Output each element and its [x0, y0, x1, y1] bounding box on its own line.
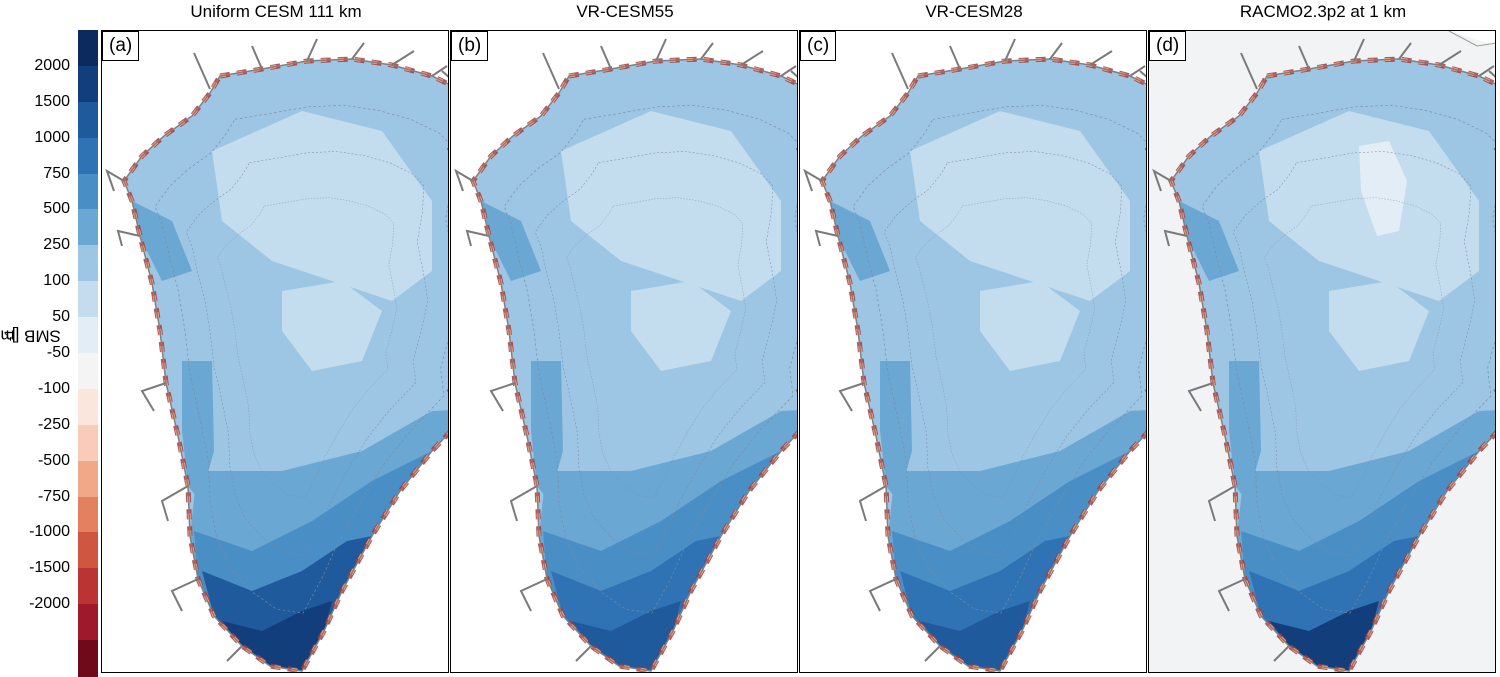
coastline [821, 58, 1146, 672]
colorbar-block [78, 604, 98, 641]
model-domain-edge [1448, 31, 1495, 47]
colorbar-block [78, 532, 98, 569]
colorbar-tick-label: 1000 [34, 128, 70, 146]
panel-letter-d: (d) [1149, 31, 1187, 61]
elevation-contour [1264, 197, 1444, 498]
smb-region [880, 361, 912, 501]
elevation-contour [185, 151, 429, 556]
panel-title-d: RACMO2.3p2 at 1 km [1239, 2, 1407, 21]
smb-region [531, 361, 563, 501]
map-panel-c: (c) [799, 30, 1147, 673]
map-panel-b: (b) [450, 30, 798, 673]
coastline-fjords [803, 38, 1146, 662]
elevation-contour [154, 104, 448, 614]
colorbar-block [78, 101, 98, 139]
colorbar-block [78, 209, 98, 246]
smb-region [282, 281, 382, 371]
elevation-contour [915, 197, 1095, 498]
elevation-contour [852, 104, 1146, 614]
colorbar-tick-label: -500 [37, 451, 70, 469]
colorbar-tick-label: -750 [37, 487, 70, 505]
colorbar [78, 30, 98, 677]
colorbar-tick-label: -1500 [29, 559, 70, 577]
smb-region [561, 111, 781, 301]
coastline-fjords [1152, 38, 1495, 662]
smb-region [132, 201, 192, 281]
panel-letter-a: (a) [102, 31, 140, 61]
elevation-contour [1232, 151, 1476, 556]
ice-sheet-smb-field [124, 59, 448, 671]
ice-sheet-smb-field [822, 59, 1146, 671]
colorbar-block [78, 640, 98, 677]
colorbar-block [78, 460, 98, 498]
smb-region [910, 111, 1130, 301]
colorbar-block [78, 30, 98, 67]
colorbar-tick-label: 750 [43, 164, 70, 182]
colorbar-tick-label: -100 [37, 379, 70, 397]
smb-region [182, 361, 214, 501]
colorbar-block [78, 424, 98, 462]
greenland-map [803, 38, 1146, 672]
panel-title-a: Uniform CESM 111 km [190, 2, 362, 21]
colorbar-block [78, 353, 98, 390]
smb-region [980, 281, 1080, 371]
colorbar-block [78, 65, 98, 103]
coastline-fjords [105, 38, 448, 662]
colorbar-tick-label: 2000 [34, 56, 70, 74]
greenland-map [1149, 31, 1495, 672]
smb-region [1359, 141, 1407, 236]
smb-region [631, 281, 731, 371]
colorbar-block [78, 137, 98, 175]
panel-title-b: VR-CESM55 [576, 2, 674, 21]
colorbar-tick-label: -250 [37, 415, 70, 433]
smb-region [1229, 361, 1261, 501]
elevation-contour [1201, 104, 1495, 614]
colorbar-block [78, 568, 98, 605]
elevation-contour [534, 151, 778, 556]
coastline [1170, 58, 1495, 672]
colorbar-block [78, 281, 98, 318]
colorbar-tick-label: 100 [43, 272, 70, 290]
colorbar-tick-label: 250 [43, 236, 70, 254]
colorbar-block [78, 388, 98, 426]
smb-region [222, 601, 332, 671]
greenland-map [454, 38, 797, 672]
colorbar-tick-label: -50 [46, 344, 70, 361]
colorbar-block [78, 173, 98, 211]
smb-region [481, 201, 541, 281]
colorbar-block [78, 496, 98, 534]
coastline [123, 58, 448, 672]
smb-region [1329, 281, 1429, 371]
elevation-contour [883, 151, 1127, 556]
panel-title-c: VR-CESM28 [925, 2, 1023, 21]
elevation-contour [503, 104, 797, 614]
map-panel-a: (a) [101, 30, 449, 673]
smb-region [571, 601, 681, 671]
smb-region [830, 201, 890, 281]
panel-letter-c: (c) [800, 31, 837, 61]
smb-region [1179, 201, 1239, 281]
colorbar-tick-label: -2000 [29, 595, 70, 613]
coastline-fjords [454, 38, 797, 662]
smb-region [212, 111, 432, 301]
coastline [472, 58, 797, 672]
panel-letter-b: (b) [451, 31, 489, 61]
elevation-contour [566, 197, 746, 498]
ice-sheet-smb-field [473, 59, 797, 671]
ice-sheet-smb-field [1171, 59, 1495, 671]
map-panel-d: (d) [1148, 30, 1496, 673]
colorbar-block [78, 245, 98, 282]
colorbar-label: SMB [mm yr-1] [0, 326, 61, 345]
greenland-map [105, 38, 448, 672]
colorbar-tick-label: 1500 [34, 92, 70, 110]
elevation-contour [217, 197, 397, 498]
smb-region [1269, 601, 1379, 671]
colorbar-tick-label: 500 [43, 200, 70, 218]
colorbar-tick-label: 50 [52, 308, 70, 326]
smb-region [920, 601, 1030, 671]
colorbar-tick-label: -1000 [29, 523, 70, 541]
colorbar-block [78, 317, 98, 354]
